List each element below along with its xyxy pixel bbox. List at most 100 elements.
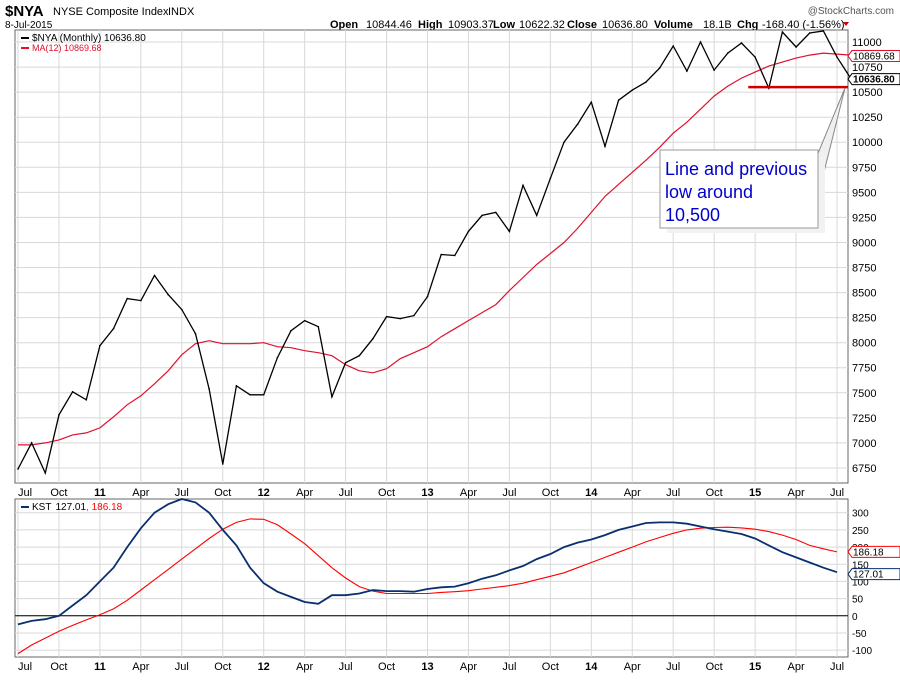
- price-legend-label: $NYA (Monthly) 10636.80: [32, 33, 146, 44]
- y-tick-label: 8250: [852, 313, 876, 325]
- price-point: [208, 387, 210, 390]
- chg-label: Chg: [737, 19, 758, 31]
- close-label: Close: [567, 19, 597, 31]
- price-y-axis: 6750 7000 7250 7500 7750 8000 8250 8500 8750 9000…: [852, 37, 883, 475]
- price-point: [713, 69, 715, 71]
- chg-value: -168.40 (-1.56%): [762, 19, 845, 31]
- y-tick-label: 100: [852, 577, 869, 588]
- price-point: [153, 274, 156, 277]
- x-tick-label: Jul: [666, 487, 680, 499]
- y-tick-label: 7000: [852, 438, 876, 450]
- x-tick-label: Apr: [296, 487, 313, 499]
- y-tick-label: 10250: [852, 112, 883, 124]
- x-tick-label: Apr: [624, 661, 641, 673]
- price-point: [126, 297, 128, 300]
- price-point: [426, 295, 429, 298]
- x-tick-label: Jul: [175, 487, 189, 499]
- x-tick-label: Jul: [339, 487, 353, 499]
- y-tick-label: 300: [852, 509, 869, 520]
- price-point: [317, 325, 320, 328]
- price-point: [781, 31, 784, 33]
- price-point: [221, 463, 224, 465]
- price-x-axis: Jul Oct 11 Apr Jul Oct 12 Apr Jul Oct 13 Apr Jul Oct 1…: [18, 487, 844, 499]
- kst-tag-label: 127.01: [853, 570, 884, 581]
- ma12-series-line: [18, 52, 851, 446]
- x-tick-label: 15: [749, 487, 761, 499]
- price-point: [344, 361, 347, 364]
- price-point: [235, 384, 238, 387]
- kst-signal-tag-shape: [847, 545, 900, 558]
- price-point: [385, 315, 388, 318]
- annotation-line-1: Line and previous: [665, 159, 807, 179]
- annotation-callout: Line and previous low around 10,500: [659, 87, 846, 233]
- kst-legend-label: KST 127.01, 186.18: [32, 502, 123, 513]
- kst-x-axis: Jul Oct 11 Apr Jul Oct 12 Apr Jul Oct 13 Apr Jul Oct 1…: [18, 661, 844, 673]
- price-point: [658, 67, 661, 69]
- price-point: [494, 211, 497, 214]
- x-tick-label: Oct: [50, 487, 67, 499]
- price-point: [822, 30, 825, 32]
- x-tick-label: 13: [421, 487, 433, 499]
- x-tick-label: Apr: [296, 661, 313, 673]
- symbol-title: $NYA: [5, 3, 44, 20]
- x-tick-label: Apr: [787, 487, 804, 499]
- kst-tag-shape: [847, 568, 900, 581]
- kst-signal-value-tag: 186.18: [847, 545, 900, 558]
- kst-legend: KST 127.01, 186.18: [21, 502, 123, 513]
- y-tick-label: -100: [852, 646, 872, 657]
- x-tick-label: Jul: [666, 661, 680, 673]
- chart-date: 8-Jul-2015: [5, 20, 53, 31]
- x-tick-label: Jul: [502, 661, 516, 673]
- callout-box: [659, 149, 819, 229]
- price-point: [808, 32, 811, 34]
- y-tick-label: 8750: [852, 263, 876, 275]
- y-tick-label: 6750: [852, 463, 876, 475]
- x-tick-label: Oct: [214, 661, 231, 673]
- x-tick-label: Jul: [502, 487, 516, 499]
- kst-signal-series-line: [17, 518, 838, 655]
- price-point: [181, 308, 183, 311]
- price-point: [686, 70, 688, 72]
- y-tick-label: 9250: [852, 212, 876, 224]
- x-tick-label: Jul: [18, 487, 32, 499]
- price-point: [331, 396, 333, 398]
- x-tick-label: Apr: [787, 661, 804, 673]
- x-tick-label: Jul: [830, 487, 844, 499]
- price-point: [30, 442, 33, 444]
- x-tick-label: Apr: [132, 661, 149, 673]
- y-tick-label: 10500: [852, 87, 883, 99]
- price-point: [85, 399, 88, 401]
- x-tick-label: 14: [585, 661, 598, 673]
- x-tick-label: 11: [94, 487, 106, 499]
- price-legend: $NYA (Monthly) 10636.80 MA(12) 10869.68: [21, 33, 146, 53]
- price-point: [372, 337, 374, 340]
- price-point: [508, 230, 511, 233]
- y-tick-label: 7750: [852, 363, 876, 375]
- x-tick-label: 14: [585, 487, 598, 499]
- y-tick-label: 9500: [852, 187, 876, 199]
- x-tick-label: 13: [421, 661, 433, 673]
- x-tick-label: Apr: [460, 487, 477, 499]
- price-point: [399, 317, 402, 320]
- x-tick-label: Oct: [214, 487, 231, 499]
- kst-legend-value: 127.01: [55, 502, 86, 513]
- kst-series-line: [17, 498, 838, 626]
- kst-legend-signal: 186.18: [92, 502, 123, 513]
- price-point: [303, 319, 306, 322]
- price-point: [590, 101, 593, 103]
- x-tick-label: Oct: [50, 661, 67, 673]
- kst-plot-frame: [14, 498, 849, 658]
- price-point: [740, 42, 743, 44]
- kst-y-axis: -100-50050100150200250300: [852, 509, 872, 657]
- high-label: High: [418, 19, 443, 31]
- annotation-line-2: low around: [665, 182, 753, 202]
- price-panel: 6750 7000 7250 7500 7750 8000 8250 8500 8750 9000…: [14, 29, 900, 499]
- y-tick-label: 8000: [852, 338, 876, 350]
- price-point: [17, 468, 19, 470]
- price-point: [140, 299, 142, 302]
- y-tick-label: 11000: [852, 37, 882, 49]
- x-tick-label: 12: [258, 661, 270, 673]
- price-point: [454, 254, 456, 257]
